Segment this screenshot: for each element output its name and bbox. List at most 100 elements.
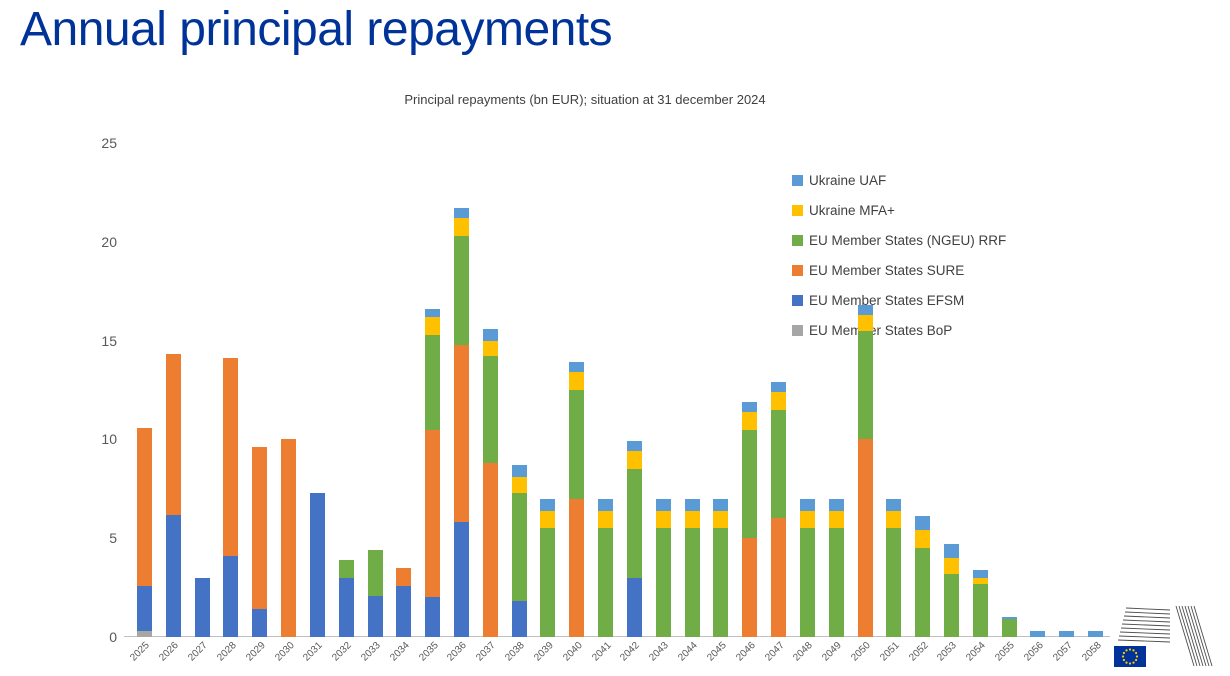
bar-segment bbox=[828, 528, 844, 637]
bar-segment bbox=[136, 427, 152, 586]
y-tick-label: 0 bbox=[109, 629, 117, 645]
legend-item: EU Member States SURE bbox=[792, 263, 1006, 278]
european-commission-logo bbox=[1112, 604, 1216, 668]
bar-segment bbox=[857, 314, 873, 331]
legend-swatch bbox=[792, 325, 803, 336]
bar-segment bbox=[972, 577, 988, 584]
bar-segment bbox=[857, 439, 873, 637]
bar-segment bbox=[482, 328, 498, 341]
y-axis: 0 5 10 15 20 25 bbox=[55, 135, 123, 645]
bar-segment bbox=[482, 340, 498, 357]
y-tick-label: 25 bbox=[101, 135, 117, 151]
bar-segment bbox=[453, 344, 469, 523]
bar-segment bbox=[684, 510, 700, 529]
bar-segment bbox=[943, 544, 959, 558]
bar-segment bbox=[1030, 631, 1046, 637]
bar-segment bbox=[713, 510, 729, 529]
bar-segment bbox=[482, 463, 498, 637]
bar-segment bbox=[223, 555, 239, 637]
bar-segment bbox=[684, 528, 700, 637]
bar-segment bbox=[886, 528, 902, 637]
legend-swatch bbox=[792, 235, 803, 246]
bar-segment bbox=[569, 362, 585, 373]
bar-segment bbox=[1088, 631, 1104, 637]
legend-item: EU Member States BoP bbox=[792, 323, 1006, 338]
plot-area: Ukraine UAF Ukraine MFA+ EU Member States … bbox=[124, 143, 1110, 664]
bar-segment bbox=[453, 208, 469, 219]
bar-segment bbox=[799, 498, 815, 511]
bar-segment bbox=[857, 305, 873, 315]
bar-segment bbox=[799, 528, 815, 637]
legend-item: EU Member States (NGEU) RRF bbox=[792, 233, 1006, 248]
bar-segment bbox=[252, 447, 268, 610]
bar-segment bbox=[598, 510, 614, 529]
bar-segment bbox=[396, 567, 412, 586]
bar-segment bbox=[771, 382, 787, 392]
bar-segment bbox=[367, 550, 383, 596]
chart-subtitle: Principal repayments (bn EUR); situation… bbox=[404, 92, 766, 107]
bar-segment bbox=[684, 498, 700, 511]
bar-segment bbox=[338, 577, 354, 637]
bar-segment bbox=[281, 439, 297, 637]
bar-segment bbox=[511, 601, 527, 637]
bar-segment bbox=[886, 510, 902, 529]
bar-segment bbox=[915, 548, 931, 637]
legend-item: EU Member States EFSM bbox=[792, 293, 1006, 308]
bar-segment bbox=[972, 569, 988, 578]
eu-flag-stars bbox=[1121, 648, 1139, 665]
bar-segment bbox=[857, 330, 873, 440]
bar-segment bbox=[742, 538, 758, 637]
bar-segment bbox=[713, 528, 729, 637]
eu-logo-graphic bbox=[1114, 605, 1213, 667]
bar-segment bbox=[915, 516, 931, 531]
bar-segment bbox=[540, 528, 556, 637]
bar-segment bbox=[453, 235, 469, 345]
bar-segment bbox=[338, 559, 354, 578]
y-tick-label: 20 bbox=[101, 233, 117, 250]
bar-segment bbox=[223, 358, 239, 556]
legend-label: Ukraine MFA+ bbox=[809, 203, 895, 218]
bar-segment bbox=[453, 522, 469, 637]
bar-segment bbox=[626, 441, 642, 452]
bar-segment bbox=[626, 451, 642, 470]
bar-segment bbox=[569, 390, 585, 499]
legend-swatch bbox=[792, 205, 803, 216]
bar-segment bbox=[828, 510, 844, 529]
legend-label: EU Member States SURE bbox=[809, 263, 965, 278]
bar-segment bbox=[771, 518, 787, 637]
y-tick-label: 15 bbox=[101, 332, 117, 349]
bar-segment bbox=[655, 510, 671, 529]
legend-swatch bbox=[792, 175, 803, 186]
bar-segment bbox=[598, 528, 614, 637]
bar-segment bbox=[425, 597, 441, 637]
bar-segment bbox=[943, 573, 959, 637]
bar-segment bbox=[626, 469, 642, 578]
bar-segment bbox=[598, 498, 614, 511]
bar-segment bbox=[713, 498, 729, 511]
bar-segment bbox=[453, 218, 469, 236]
eu-flag bbox=[1114, 646, 1146, 667]
legend-item: Ukraine MFA+ bbox=[792, 203, 1006, 218]
legend-swatch bbox=[792, 265, 803, 276]
bar-segment bbox=[367, 595, 383, 637]
bar-segment bbox=[425, 334, 441, 430]
bar-segment bbox=[252, 609, 268, 637]
bar-segment bbox=[771, 391, 787, 410]
legend-swatch bbox=[792, 295, 803, 306]
bar-segment bbox=[569, 498, 585, 637]
legend-item: Ukraine UAF bbox=[792, 173, 1006, 188]
bar-segment bbox=[1001, 619, 1017, 637]
x-axis-line bbox=[124, 636, 1110, 637]
bar-segment bbox=[943, 557, 959, 574]
legend-label: EU Member States (NGEU) RRF bbox=[809, 233, 1007, 248]
bar-segment bbox=[540, 510, 556, 529]
bar-segment bbox=[540, 498, 556, 511]
bar-segment bbox=[972, 583, 988, 637]
logo-right-hatch bbox=[1175, 605, 1213, 667]
bar-segment bbox=[511, 476, 527, 493]
bar-segment bbox=[425, 309, 441, 317]
bar-segment bbox=[742, 411, 758, 430]
bar-segment bbox=[655, 528, 671, 637]
bar-segment bbox=[511, 492, 527, 602]
bar-segment bbox=[136, 585, 152, 632]
